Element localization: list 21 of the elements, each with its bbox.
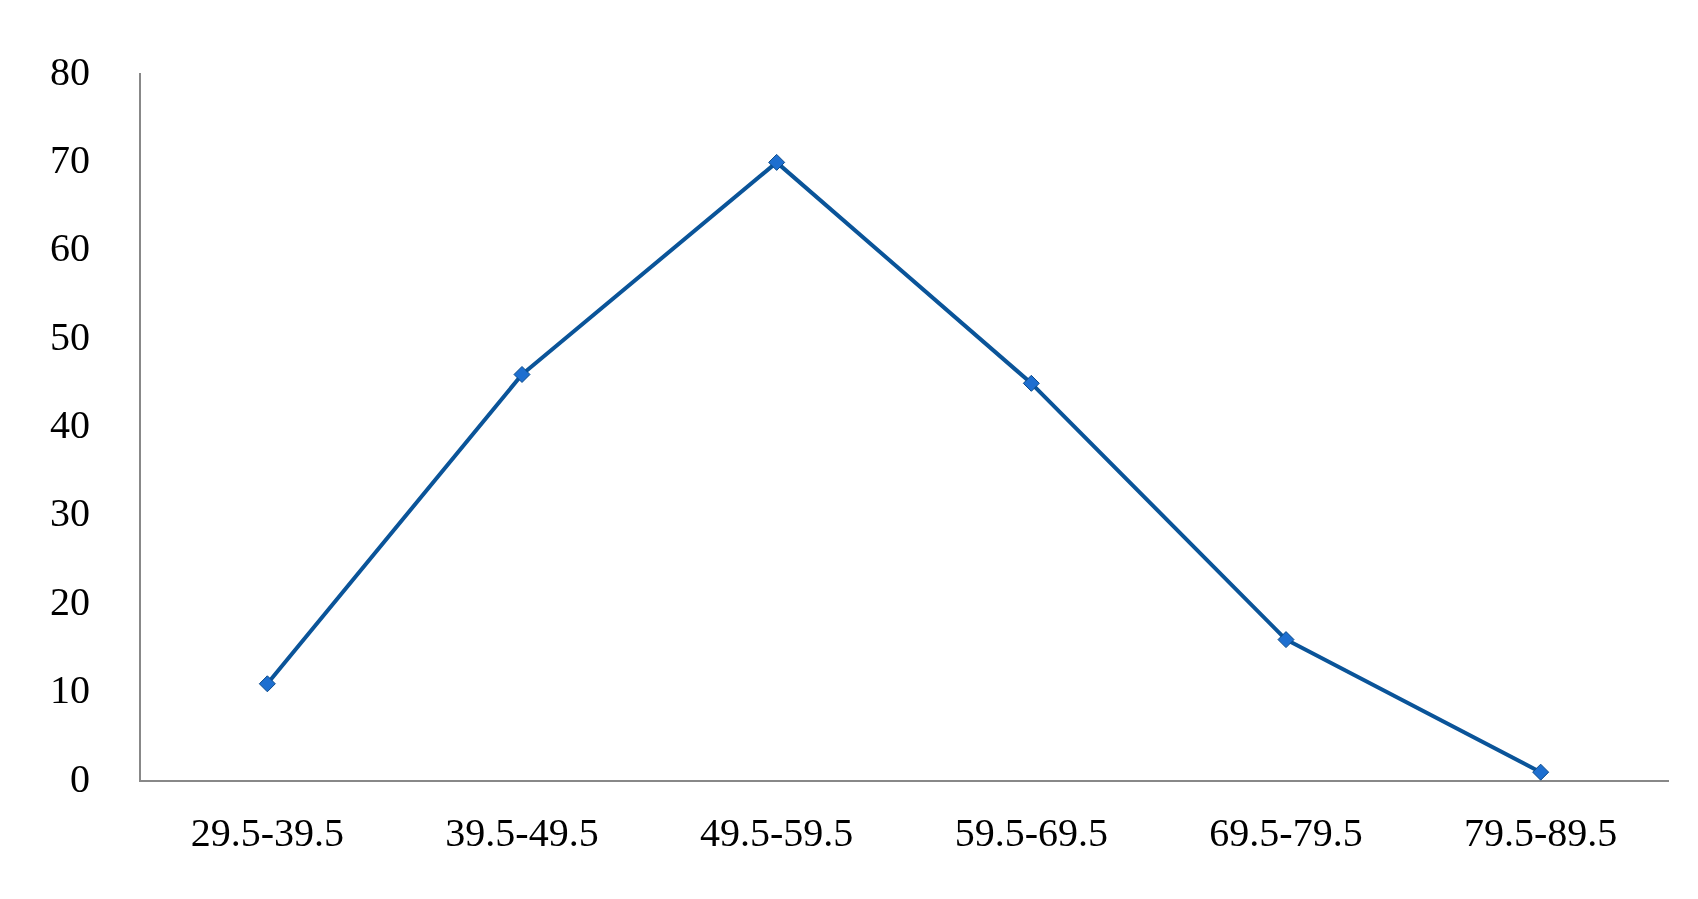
point [1277,631,1295,649]
x-tick-label: 79.5-89.5 [1464,809,1618,855]
x-tick-label: 59.5-69.5 [954,809,1108,855]
point [1022,374,1040,392]
x-tick-label: 29.5-39.5 [190,809,344,855]
x-tick-label: 69.5-79.5 [1209,809,1363,855]
y-tick-label: 60 [50,225,90,271]
y-tick-label: 10 [50,667,90,713]
y-tick-label: 20 [50,578,90,624]
y-tick-label: 0 [70,755,90,801]
point [513,365,531,383]
y-tick-label: 80 [50,48,90,94]
point [258,675,276,693]
point [1532,763,1550,781]
y-tick-label: 30 [50,490,90,536]
x-tick-label: 49.5-59.5 [700,809,854,855]
point [768,153,786,171]
y-tick-label: 70 [50,136,90,182]
y-tick-label: 40 [50,402,90,447]
x-tick-label: 39.5-49.5 [445,809,599,855]
y-tick-label: 50 [50,313,90,359]
